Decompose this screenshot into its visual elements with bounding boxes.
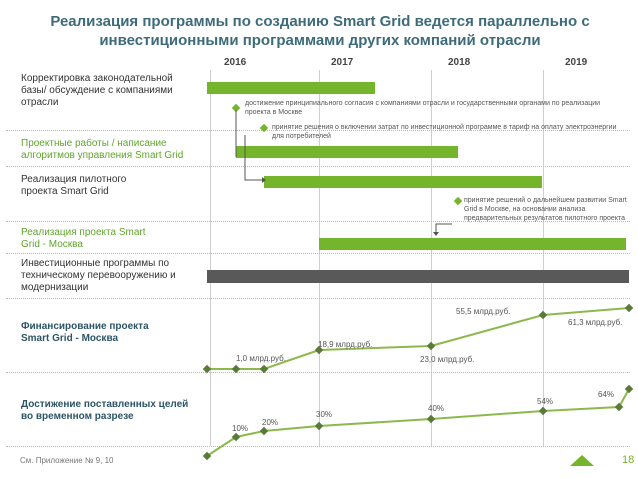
funding-point <box>314 345 324 355</box>
year-gridline <box>210 70 211 446</box>
gantt-bar-moscow <box>319 238 626 250</box>
milestone-note-agreement: достижение принципиального согласия с ко… <box>245 100 601 116</box>
year-gridline <box>431 70 432 446</box>
year-gridline <box>543 70 544 446</box>
targets-line <box>206 388 630 457</box>
funding-point <box>259 364 269 374</box>
row-label-funding: Финансирование проекта Smart Grid - Моск… <box>21 321 149 344</box>
target-value-label: 20% <box>262 418 279 427</box>
milestone-note-tariff: принятие решения о включении затрат по и… <box>272 124 617 140</box>
funding-point <box>624 303 634 313</box>
funding-value-label: 23,0 млрд.руб. <box>420 355 475 364</box>
target-point <box>426 414 436 424</box>
page-number: 18 <box>622 454 635 466</box>
funding-value-label: 55,5 млрд.руб. <box>456 307 511 316</box>
funding-points <box>202 303 634 374</box>
row-divider <box>6 166 630 167</box>
year-gridline <box>319 70 320 446</box>
year-label: 2019 <box>565 57 588 68</box>
gantt-bar-legislation <box>207 82 375 94</box>
funding-point <box>426 341 436 351</box>
row-label-investment: Инвестиционные программы по техническому… <box>21 258 176 293</box>
page-title: Реализация программы по созданию Smart G… <box>50 13 590 49</box>
row-divider <box>6 253 630 254</box>
year-label: 2016 <box>224 57 247 68</box>
target-point <box>624 384 634 394</box>
connector-arrowheads <box>262 177 439 236</box>
row-divider <box>6 130 630 131</box>
year-label: 2018 <box>448 57 471 68</box>
target-point <box>202 451 212 461</box>
connector-tariff <box>244 135 262 181</box>
connector-development <box>435 223 452 232</box>
targets-line-group <box>202 384 634 461</box>
row-label-pilot: Реализация пилотного проекта Smart Grid <box>21 174 127 197</box>
target-point <box>259 426 269 436</box>
row-label-moscow: Реализация проекта Smart Grid - Москва <box>21 227 146 250</box>
funding-point <box>231 364 241 374</box>
row-divider <box>6 446 630 447</box>
funding-value-label: 1,0 млрд.руб. <box>236 354 286 363</box>
milestone-note-development: принятие решений о дальнейшем развитии S… <box>464 197 627 222</box>
row-divider <box>6 372 630 373</box>
row-label-design: Проектные работы / написание алгоритмов … <box>21 138 184 161</box>
funding-point <box>538 310 548 320</box>
target-point <box>314 421 324 431</box>
funding-value-label: 61,3 млрд.руб. <box>568 318 623 327</box>
target-point <box>231 432 241 442</box>
row-label-legislation: Корректировка законодательной базы/ обсу… <box>21 73 173 108</box>
target-point <box>538 406 548 416</box>
targets-points <box>202 384 634 461</box>
target-point <box>614 402 624 412</box>
year-label: 2017 <box>331 57 354 68</box>
target-value-label: 10% <box>232 424 249 433</box>
row-label-targets: Достижение поставленных целей во временн… <box>21 399 189 422</box>
funding-value-label: 18,9 млрд.руб. <box>318 340 373 349</box>
gantt-bar-pilot <box>264 176 542 188</box>
gantt-bar-design <box>236 146 458 158</box>
gantt-bar-investment <box>207 270 629 283</box>
target-value-label: 64% <box>598 390 615 399</box>
milestone-connectors <box>235 110 452 232</box>
target-value-label: 30% <box>316 410 333 419</box>
funding-point <box>202 364 212 374</box>
target-value-label: 40% <box>428 404 445 413</box>
funding-line-group <box>202 303 634 374</box>
row-divider <box>6 221 630 222</box>
row-divider <box>6 298 630 299</box>
target-value-label: 54% <box>537 397 554 406</box>
triangle-ornament <box>570 455 594 466</box>
footer-note: См. Приложение № 9, 10 <box>20 456 114 465</box>
